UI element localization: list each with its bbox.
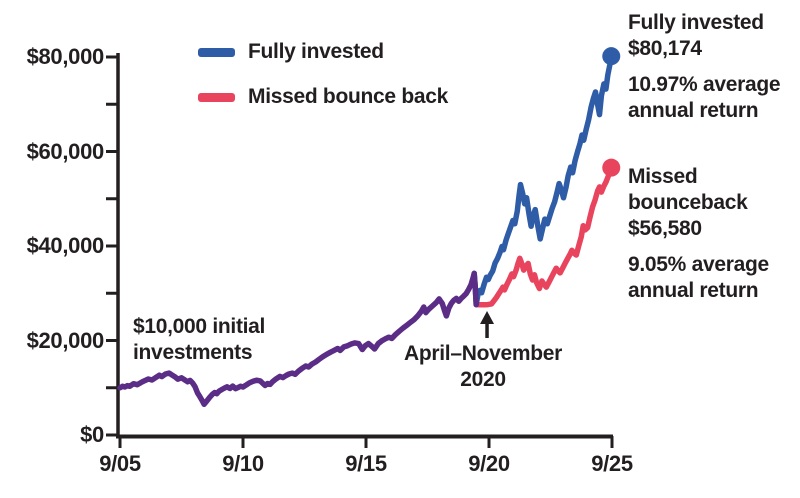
missed-bounce-back-end-dot	[602, 158, 621, 177]
y-tick-label: $20,000	[26, 327, 105, 353]
period-line1: April–November	[403, 342, 563, 365]
fully-invested-swatch-icon	[198, 47, 235, 57]
legend-label-missed-bounce-back: Missed bounce back	[248, 85, 448, 108]
missed-bounce-back-swatch-icon	[198, 92, 235, 102]
legend: Fully invested Missed bounce back	[198, 40, 448, 132]
initial-investment-line2: investments	[133, 341, 253, 364]
x-tick-label: 9/20	[468, 451, 510, 476]
fully-invested-return-line1: 10.97% average	[628, 73, 781, 96]
fully-invested-return-line2: annual return	[628, 99, 759, 122]
missed-bounceback-return-line1: 9.05% average	[628, 253, 769, 276]
period-line2: 2020	[460, 368, 506, 391]
legend-label-fully-invested: Fully invested	[248, 40, 384, 63]
fully-invested-value: $80,174	[628, 37, 702, 60]
fully-invested-title: Fully invested	[628, 11, 764, 34]
x-tick-label: 9/25	[591, 451, 633, 476]
fully-invested-end-dot	[602, 47, 621, 66]
x-tick-label: 9/05	[99, 451, 141, 476]
x-tick-label: 9/10	[222, 451, 264, 476]
y-tick-label: $0	[80, 422, 104, 447]
y-tick-label: $60,000	[26, 138, 105, 164]
missed-bounceback-title-line2: bounceback	[628, 191, 748, 214]
missed-bounceback-title-line1: Missed	[628, 165, 698, 188]
missed-bounceback-return-line2: annual return	[628, 279, 759, 302]
fully-invested-line	[471, 53, 615, 308]
y-tick-label: $80,000	[26, 44, 105, 69]
legend-item-missed-bounce-back: Missed bounce back	[198, 85, 448, 108]
initial-investment-line1: $10,000 initial	[133, 315, 266, 338]
combined-line	[117, 270, 479, 408]
fully-invested-callout: Fully invested $80,174 10.97% average an…	[628, 10, 781, 124]
period-annotation: April–November 2020	[404, 341, 562, 393]
missed-bounceback-value: $56,580	[628, 217, 702, 240]
arrow-up-head-icon	[480, 311, 495, 324]
x-tick-label: 9/15	[345, 451, 387, 476]
initial-investment-annotation: $10,000 initial investments	[133, 314, 265, 366]
missed-bounceback-callout: Missed bounceback $56,580 9.05% average …	[628, 164, 769, 304]
missed-bounce-back-line	[473, 164, 615, 308]
y-tick-label: $40,000	[26, 233, 105, 258]
legend-item-fully-invested: Fully invested	[198, 40, 448, 63]
